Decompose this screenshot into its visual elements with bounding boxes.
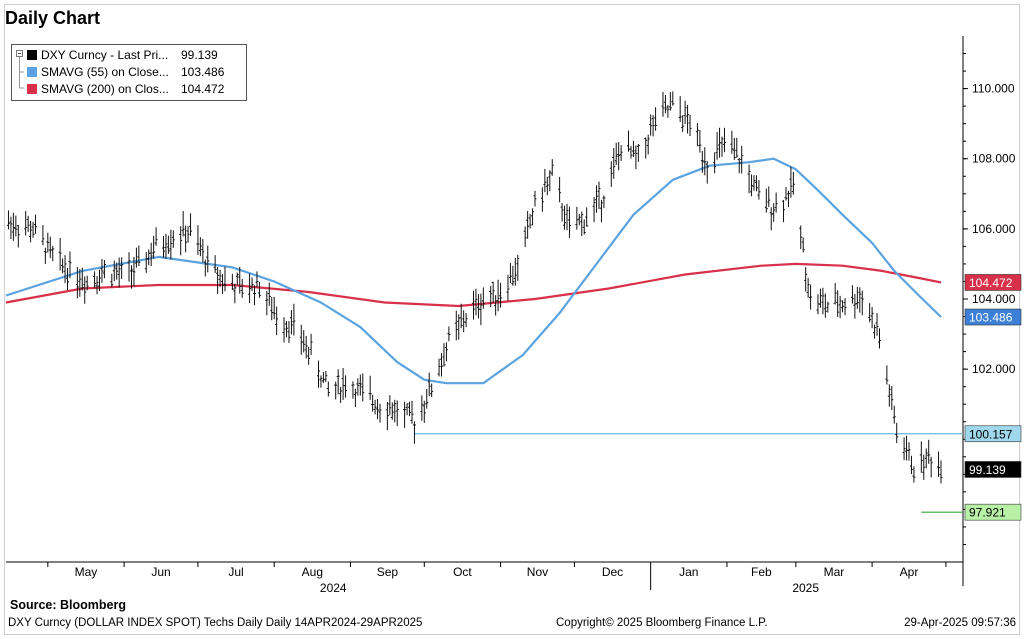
x-tick-label: Jan (679, 565, 698, 579)
value-tag (964, 274, 1022, 291)
legend-label: DXY Curncy - Last Pri... (41, 48, 169, 62)
x-tick-label: Dec (602, 565, 623, 579)
legend-label: SMAVG (200) on Clos... (41, 82, 169, 96)
y-tick-label: 106.000 (972, 222, 1016, 236)
legend: DXY Curncy - Last Pri... 99.139 SMAVG (55… (11, 44, 247, 101)
value-tag (964, 425, 1022, 443)
y-tick-label: 108.000 (972, 152, 1016, 166)
x-tick-label: Jul (228, 565, 243, 579)
y-tick-label: 104.000 (972, 292, 1016, 306)
value-tag-label: 100.157 (969, 427, 1013, 441)
x-tick-label: Jun (151, 565, 170, 579)
smavg-200-line (5, 262, 942, 308)
footer-timestamp: 29-Apr-2025 09:57:36 (904, 617, 1016, 629)
x-year-label: 2024 (320, 581, 347, 595)
footer-copyright: Copyright© 2025 Bloomberg Finance L.P. (556, 617, 768, 629)
x-tick-label: Apr (900, 565, 919, 579)
legend-swatch-smavg-200 (27, 84, 37, 94)
x-tick-label: Aug (302, 565, 323, 579)
x-tick-label: Sep (377, 565, 399, 579)
x-tick-label: Nov (527, 565, 548, 579)
chart-title: Daily Chart (5, 8, 101, 28)
value-tag-label: 99.139 (969, 463, 1006, 477)
legend-value: 103.486 (181, 65, 225, 79)
legend-label: SMAVG (55) on Close... (41, 65, 169, 79)
x-tick-label: Mar (824, 565, 845, 579)
value-tag (964, 503, 1022, 521)
legend-tree-icon (16, 50, 24, 89)
x-tick-label: Oct (453, 565, 472, 579)
x-year-label: 2025 (792, 581, 819, 595)
value-tag-label: 97.921 (969, 506, 1006, 520)
value-tag (964, 308, 1022, 326)
legend-value: 104.472 (181, 82, 225, 96)
legend-item-smavg-200: SMAVG (200) on Clos... 104.472 (27, 82, 224, 97)
smavg-55-line (5, 157, 942, 385)
legend-item-last-price: DXY Curncy - Last Pri... 99.139 (27, 48, 218, 63)
source-label: Source: Bloomberg (10, 598, 126, 612)
value-tag-label: 104.472 (969, 276, 1013, 290)
y-tick-label: 102.000 (972, 362, 1016, 376)
footer-description: DXY Curncy (DOLLAR INDEX SPOT) Techs Dai… (8, 617, 423, 629)
legend-swatch-last-price (27, 50, 37, 60)
x-tick-label: May (75, 565, 98, 579)
legend-item-smavg-55: SMAVG (55) on Close... 103.486 (27, 65, 224, 80)
value-tag (964, 461, 1022, 478)
legend-value: 99.139 (181, 48, 218, 62)
x-tick-label: Feb (751, 565, 772, 579)
value-tag-label: 103.486 (969, 311, 1013, 325)
y-tick-label: 110.000 (972, 82, 1015, 96)
legend-swatch-smavg-55 (27, 67, 37, 77)
